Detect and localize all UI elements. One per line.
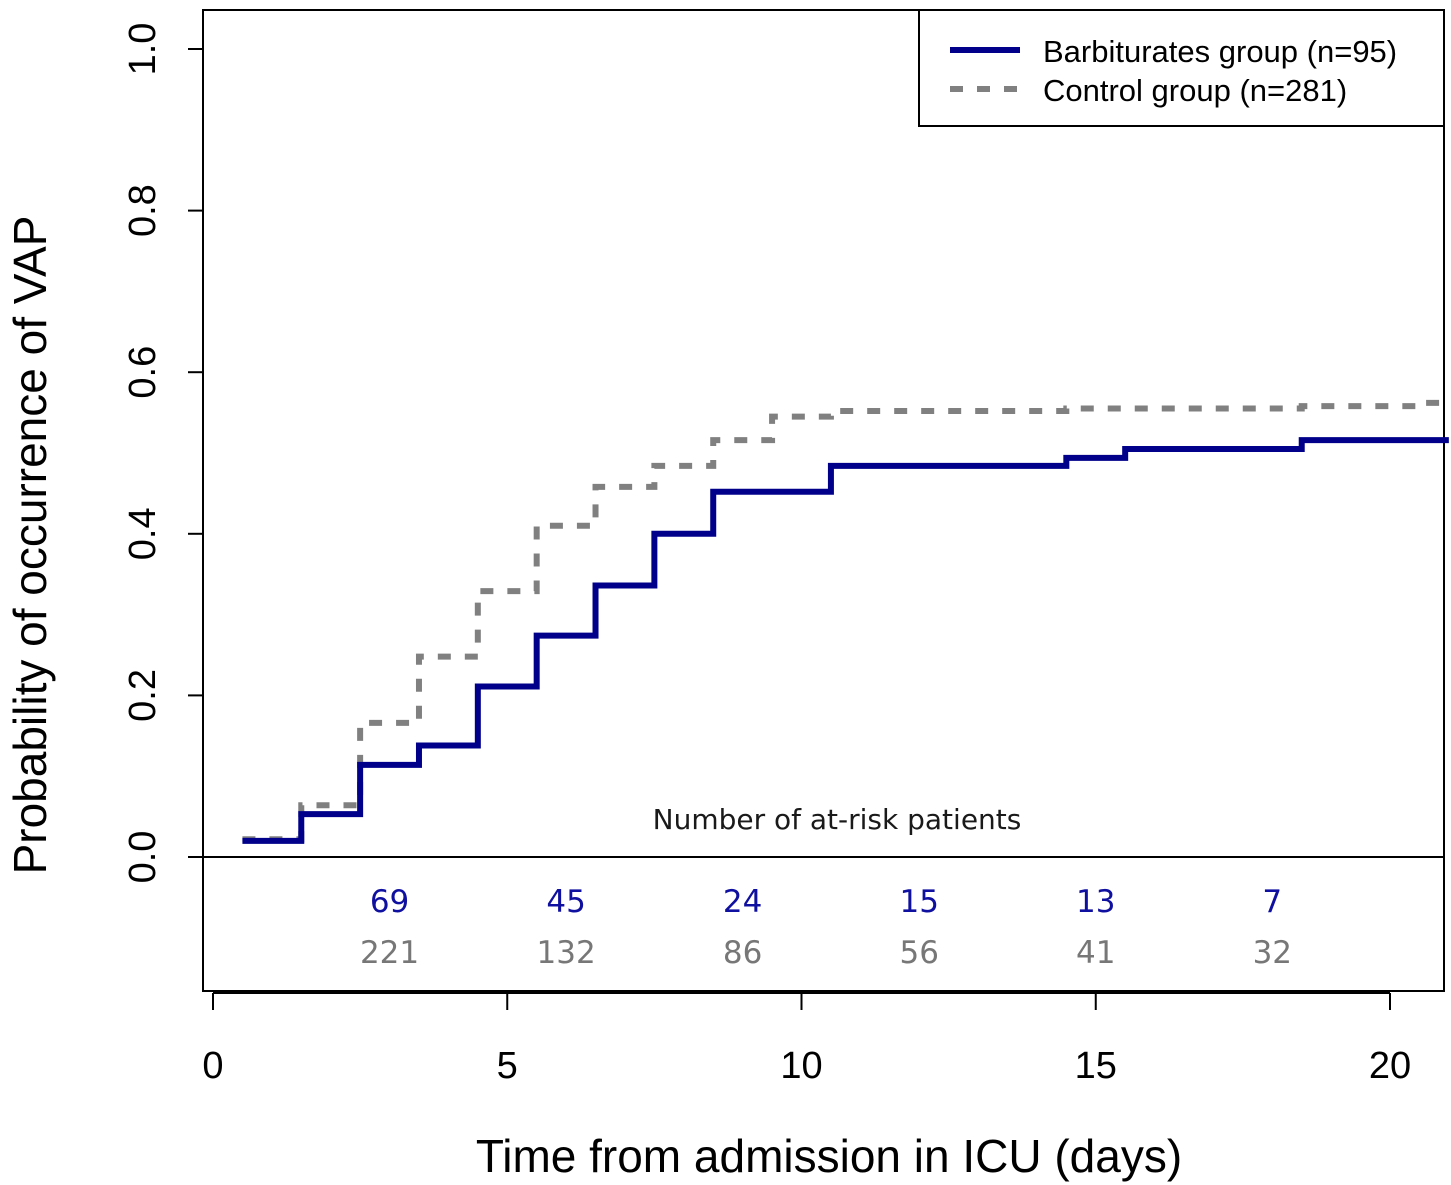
at-risk-barbiturates: 15 xyxy=(899,884,938,920)
x-tick-label: 0 xyxy=(202,1045,223,1087)
at-risk-control: 221 xyxy=(360,935,419,971)
y-tick-label: 0.2 xyxy=(122,669,164,722)
barbiturates-curve xyxy=(242,437,1449,844)
at-risk-control: 41 xyxy=(1076,935,1115,971)
survival-curves xyxy=(242,399,1449,844)
at-risk-control: 32 xyxy=(1253,935,1292,971)
at-risk-barbiturates: 69 xyxy=(370,884,409,920)
at-risk-barbiturates: 7 xyxy=(1262,884,1282,920)
y-tick-label: 0.6 xyxy=(122,346,164,399)
x-axis: 0 5 10 15 20 xyxy=(202,992,1411,1087)
y-tick-label: 0.0 xyxy=(122,831,164,884)
legend-label-control: Control group (n=281) xyxy=(1043,73,1347,108)
plot-frame xyxy=(202,9,1445,992)
x-tick-label: 20 xyxy=(1369,1045,1411,1087)
legend: Barbiturates group (n=95) Control group … xyxy=(918,9,1445,127)
at-risk-barbiturates: 24 xyxy=(723,884,762,920)
y-axis-label: Probability of occurrence of VAP xyxy=(4,216,56,875)
y-tick-label: 0.8 xyxy=(122,184,164,237)
x-axis-label: Time from admission in ICU (days) xyxy=(476,1130,1182,1182)
at-risk-table: Number of at-risk patients 69 221 45 132 24 8… xyxy=(360,803,1292,971)
at-risk-control: 86 xyxy=(723,935,762,971)
y-tick-label: 1.0 xyxy=(122,23,164,76)
at-risk-label: Number of at-risk patients xyxy=(653,803,1022,836)
x-tick-label: 15 xyxy=(1075,1045,1117,1087)
y-axis: 0.0 0.2 0.4 0.6 0.8 1.0 xyxy=(122,23,203,884)
legend-box xyxy=(918,9,1445,127)
at-risk-control: 132 xyxy=(537,935,596,971)
legend-label-barbiturates: Barbiturates group (n=95) xyxy=(1043,34,1397,69)
at-risk-barbiturates: 13 xyxy=(1076,884,1115,920)
x-tick-label: 5 xyxy=(497,1045,518,1087)
at-risk-barbiturates: 45 xyxy=(546,884,585,920)
at-risk-control: 56 xyxy=(899,935,938,971)
y-tick-label: 0.4 xyxy=(122,507,164,560)
x-tick-label: 10 xyxy=(780,1045,822,1087)
